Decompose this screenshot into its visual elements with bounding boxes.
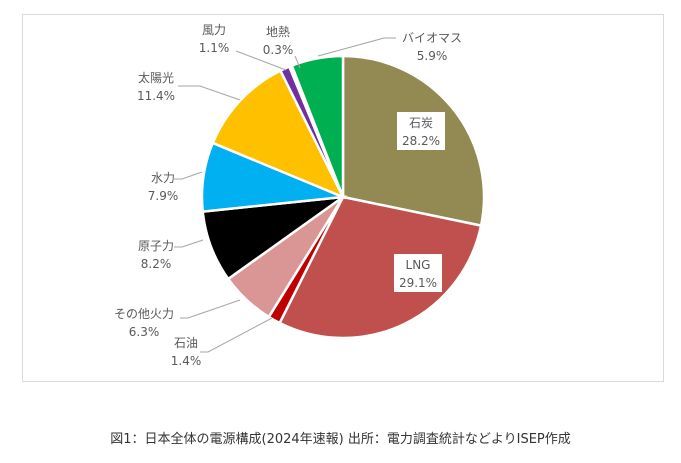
slice-label: 風力 (202, 23, 226, 37)
leader-line-9 (317, 37, 396, 57)
leader-line-2 (200, 317, 273, 353)
label-box-1 (394, 254, 442, 292)
chart-frame (22, 14, 664, 382)
slice-label: 太陽光 (138, 70, 174, 85)
pie-slice-1 (277, 195, 483, 340)
pie-slice-9 (290, 54, 345, 198)
slice-value: 7.9% (148, 189, 179, 203)
slice-label: その他火力 (114, 307, 174, 321)
leader-line-8 (294, 55, 301, 69)
figure-caption: 図1：日本全体の電源構成(2024年速報) 出所：電力調査統計などよりISEP作… (110, 432, 571, 447)
slice-value: 11.4% (137, 89, 175, 103)
leader-line-7 (235, 50, 287, 71)
slice-value: 28.2% (402, 134, 440, 148)
pie-slice-6 (211, 68, 346, 200)
slice-value: 0.3% (263, 43, 294, 57)
slice-label: 石炭 (409, 116, 433, 130)
leader-line-5 (174, 171, 203, 180)
leader-line-6 (178, 85, 241, 101)
leader-line-3 (180, 299, 241, 319)
slice-value: 5.9% (417, 49, 448, 63)
slice-label: 原子力 (138, 239, 174, 253)
slice-value: 6.3% (129, 325, 160, 339)
slice-label: 地熱 (266, 25, 290, 39)
slice-value: 1.1% (199, 41, 230, 55)
label-box-0 (397, 112, 445, 150)
slice-label: LNG (406, 258, 431, 272)
leader-line-4 (174, 239, 204, 248)
slice-label: 水力 (151, 171, 175, 185)
slice-value: 8.2% (141, 257, 172, 271)
slice-label: 石油 (174, 336, 198, 350)
slice-value: 29.1% (399, 276, 437, 290)
slice-label: バイオマス (402, 31, 462, 45)
slice-value: 1.4% (171, 354, 202, 368)
